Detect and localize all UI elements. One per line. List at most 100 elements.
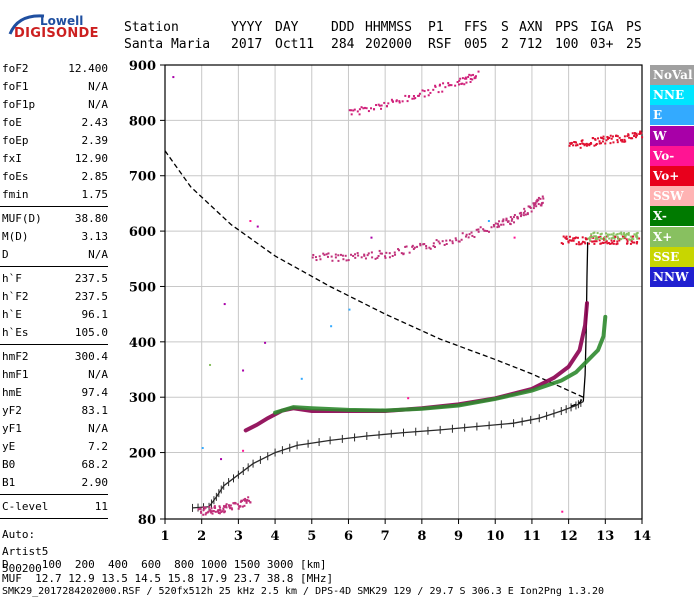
trace-point <box>513 214 516 217</box>
trace-point <box>408 251 411 254</box>
trace-point <box>597 137 600 140</box>
trace-point <box>230 507 233 510</box>
logo-line2: DIGISONDE <box>14 26 99 41</box>
trace-point <box>505 218 508 221</box>
trace-point <box>245 501 248 504</box>
trace-point <box>482 228 485 231</box>
x-tick-label: 11 <box>523 529 541 544</box>
trace-point <box>474 75 477 78</box>
trace-point <box>575 141 578 144</box>
trace-point <box>496 226 499 229</box>
param-row: hmF1 N/A <box>2 366 108 384</box>
trace-point <box>604 238 607 241</box>
trace-point <box>434 85 437 88</box>
trace-point <box>583 241 586 244</box>
trace-point <box>388 256 391 259</box>
trace-point <box>327 252 330 255</box>
trace-point <box>615 134 618 137</box>
trace-point <box>413 97 416 100</box>
trace-point <box>522 214 525 217</box>
trace-point <box>438 84 441 87</box>
trace-point <box>445 239 448 242</box>
trace-point <box>464 77 467 80</box>
footer-muf-line: MUF 12.7 12.9 13.5 14.5 15.8 17.9 23.7 3… <box>2 572 334 585</box>
trace-point <box>536 200 539 203</box>
trace-point <box>224 504 227 507</box>
trace-point <box>393 251 396 254</box>
trace-point <box>509 216 512 219</box>
trace-point <box>248 499 251 502</box>
trace-point <box>209 510 212 513</box>
trace-point <box>375 104 378 107</box>
trace-point <box>391 255 394 258</box>
trace-point <box>249 501 252 504</box>
trace-point <box>636 237 639 240</box>
param-key: foF1p <box>2 98 36 111</box>
trace-point <box>589 143 592 146</box>
trace-point <box>526 212 529 215</box>
trace-point <box>578 243 581 246</box>
trace-point <box>593 231 596 234</box>
trace-point <box>621 138 624 141</box>
param-key: B0 <box>2 458 16 471</box>
trace-point <box>631 137 634 140</box>
trace-point <box>537 196 540 199</box>
trace-point <box>227 504 230 507</box>
trace-point <box>589 236 592 239</box>
trace-point <box>588 144 591 147</box>
header-label-10: IGA <box>590 20 614 35</box>
trace-point <box>594 235 597 238</box>
header-label-9: PPS <box>555 20 579 35</box>
param-value: 7.2 <box>88 440 108 453</box>
trace-point <box>401 100 404 103</box>
trace-point <box>604 142 607 145</box>
param-row: yF2 83.1 <box>2 402 108 420</box>
trace-point <box>243 504 246 507</box>
trace-point <box>352 109 355 112</box>
trace-point <box>613 237 616 240</box>
trace-point <box>537 199 540 202</box>
trace-point <box>384 255 387 258</box>
trace-point <box>492 223 495 226</box>
trace-point <box>574 237 577 240</box>
trace-point <box>398 100 401 103</box>
trace-point <box>202 513 205 516</box>
trace-point <box>429 247 432 250</box>
trace-point <box>223 505 226 508</box>
trace-point <box>363 254 366 257</box>
legend-item-vo: Vo- <box>650 145 694 166</box>
trace-point <box>391 100 394 103</box>
trace-point <box>367 110 370 113</box>
trace-point <box>467 75 470 78</box>
param-value: N/A <box>88 248 108 261</box>
trace-point <box>465 81 468 84</box>
trace-point <box>406 100 409 103</box>
param-value: 97.4 <box>81 386 109 399</box>
trace-point <box>387 102 390 105</box>
trace-point <box>523 207 526 210</box>
trace-point <box>205 512 208 515</box>
trace-point <box>606 242 609 245</box>
param-row: B1 2.90 <box>2 474 108 492</box>
trace-point <box>593 235 596 238</box>
trace-point <box>616 233 619 236</box>
trace-point <box>585 142 588 145</box>
trace-point <box>398 101 401 104</box>
trace-point <box>513 221 516 224</box>
trace-point <box>312 253 315 256</box>
trace-point <box>428 246 431 249</box>
trace-point <box>626 242 629 245</box>
noise-point <box>264 341 267 344</box>
param-separator <box>0 518 108 519</box>
trace-point <box>213 505 216 508</box>
x-tick-label: 12 <box>560 529 578 544</box>
param-row: h`E 96.1 <box>2 306 108 324</box>
trace-point <box>623 138 626 141</box>
trace-point <box>605 232 608 235</box>
y-tick-label: 800 <box>129 114 156 129</box>
legend-item-vo: Vo+ <box>650 166 694 186</box>
trace-point <box>432 88 435 91</box>
trace-point <box>498 225 501 228</box>
trace-point <box>600 136 603 139</box>
trace-point <box>323 253 326 256</box>
